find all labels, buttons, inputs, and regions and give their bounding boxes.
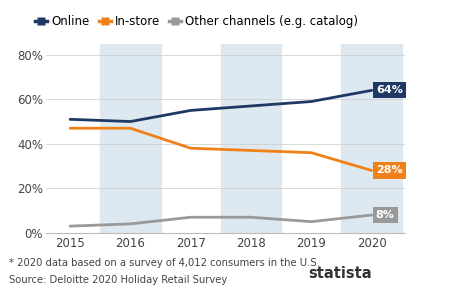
Bar <box>100 44 160 233</box>
Text: * 2020 data based on a survey of 4,012 consumers in the U.S.: * 2020 data based on a survey of 4,012 c… <box>9 258 319 267</box>
Bar <box>341 44 401 233</box>
Legend: Online, In-store, Other channels (e.g. catalog): Online, In-store, Other channels (e.g. c… <box>35 15 358 28</box>
Text: statista: statista <box>308 266 371 281</box>
Text: 28%: 28% <box>375 166 402 175</box>
Text: 8%: 8% <box>375 210 394 220</box>
Text: Source: Deloitte 2020 Holiday Retail Survey: Source: Deloitte 2020 Holiday Retail Sur… <box>9 275 227 285</box>
Text: 64%: 64% <box>375 85 402 95</box>
Bar <box>220 44 280 233</box>
